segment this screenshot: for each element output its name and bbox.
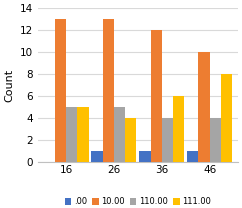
Bar [66,107,77,162]
Bar [55,19,66,162]
Bar [210,118,221,162]
Y-axis label: Count: Count [4,69,14,102]
Bar [91,151,103,162]
Legend: .00, 10.00, 110.00, 111.00: .00, 10.00, 110.00, 111.00 [61,194,214,208]
Bar [221,74,232,162]
Bar [103,19,114,162]
Bar [187,151,198,162]
Bar [77,107,89,162]
Bar [198,52,210,162]
Bar [151,30,162,162]
Bar [114,107,125,162]
Bar [125,118,136,162]
Bar [173,96,184,162]
Bar [139,151,151,162]
Bar [162,118,173,162]
